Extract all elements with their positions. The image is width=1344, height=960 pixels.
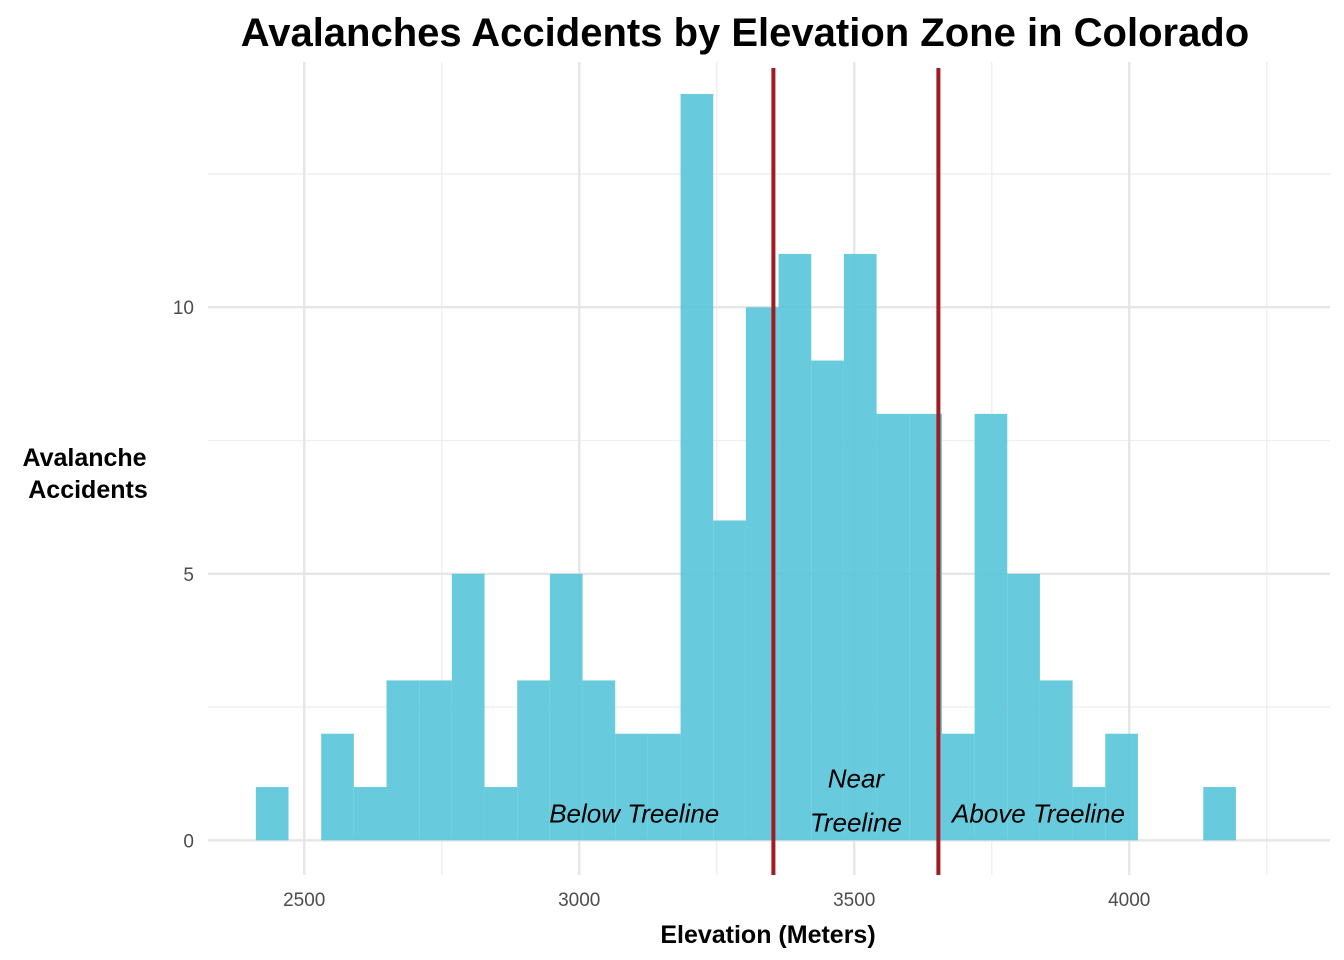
- histogram-bar: [1203, 787, 1236, 841]
- histogram-bar: [484, 787, 518, 841]
- x-axis-tick-labels: 2500 3000 3500 4000: [283, 890, 1150, 911]
- histogram-bar: [680, 93, 714, 841]
- zone-label-near: Near Treeline: [810, 763, 902, 837]
- y-tick-label: 5: [183, 565, 194, 586]
- x-tick-label: 4000: [1108, 890, 1150, 911]
- zone-label-above: Above Treeline: [950, 799, 1125, 829]
- zone-label-line: Above Treeline: [950, 799, 1125, 829]
- histogram-bar: [1007, 573, 1040, 841]
- zone-label-line: Below Treeline: [549, 799, 719, 829]
- histogram-bar: [321, 733, 354, 841]
- histogram-bar: [582, 680, 616, 841]
- histogram-bar: [1039, 680, 1073, 841]
- histogram-bar: [843, 253, 877, 841]
- histogram-bar: [386, 680, 420, 841]
- zone-label-line: Treeline: [810, 807, 902, 837]
- histogram-bar: [1072, 787, 1106, 841]
- zone-lines: [771, 68, 941, 875]
- y-axis-title-line-1: Avalanche: [22, 444, 146, 472]
- x-tick-label: 3500: [833, 890, 875, 911]
- histogram-bar: [713, 520, 746, 841]
- histogram-bar: [419, 680, 452, 841]
- zone-label-below: Below Treeline: [549, 799, 719, 829]
- histogram-bar: [255, 787, 289, 841]
- histogram-bar: [974, 413, 1008, 841]
- histogram-bar: [517, 680, 550, 841]
- x-tick-label: 2500: [283, 890, 325, 911]
- histogram-bar: [647, 733, 681, 841]
- y-tick-label: 10: [173, 298, 194, 319]
- zone-labels: Below Treeline Near Treeline Above Treeline: [549, 763, 1125, 837]
- y-tick-label: 0: [183, 831, 194, 852]
- histogram-bar: [876, 413, 910, 841]
- histogram-bar: [1105, 733, 1138, 841]
- histogram-bar: [451, 573, 485, 841]
- histogram-bar: [615, 733, 648, 841]
- chart-title: Avalanches Accidents by Elevation Zone i…: [241, 11, 1249, 55]
- histogram-bar: [778, 253, 812, 841]
- zone-label-line: Near: [828, 763, 886, 793]
- x-tick-label: 3000: [558, 890, 600, 911]
- histogram-bars: [255, 93, 1236, 841]
- y-axis-tick-labels: 0 5 10: [173, 298, 194, 852]
- histogram-bar: [941, 733, 975, 841]
- histogram-bar: [353, 787, 387, 841]
- histogram-bar: [549, 573, 583, 841]
- histogram-bar: [811, 360, 844, 841]
- y-axis-title: Avalanche Accidents: [22, 444, 153, 504]
- y-axis-title-line-2: Accidents: [28, 476, 147, 504]
- x-axis-title: Elevation (Meters): [660, 921, 875, 949]
